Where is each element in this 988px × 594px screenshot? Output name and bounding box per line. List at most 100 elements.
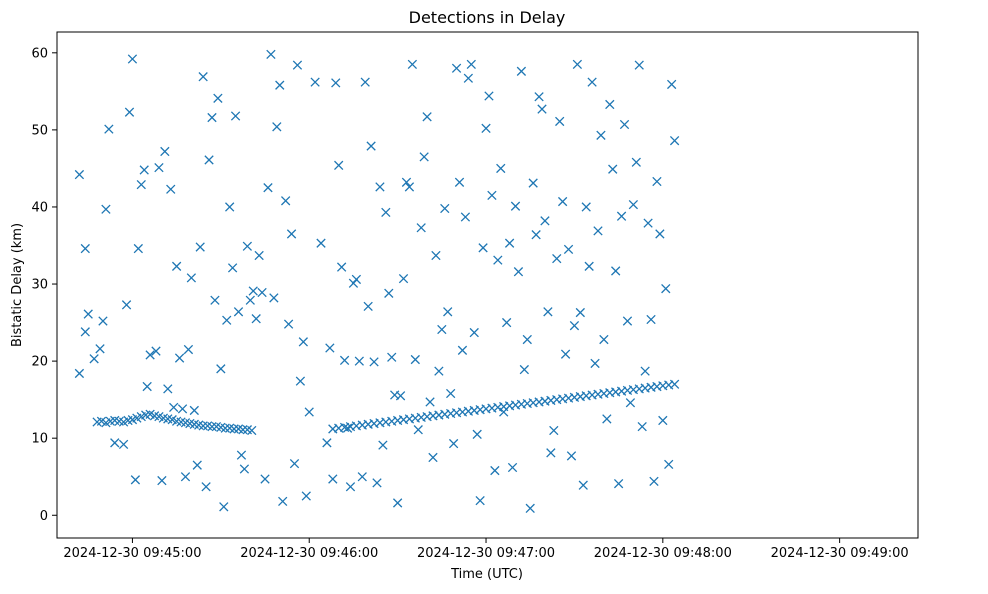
- point-scattered-130: [481, 123, 491, 134]
- point-scattered-181: [631, 157, 641, 167]
- point-scattered-146: [528, 178, 538, 188]
- point-scattered-133: [490, 465, 500, 476]
- point-scattered-17: [136, 179, 146, 190]
- point-scattered-18: [139, 165, 149, 175]
- point-scattered-171: [602, 414, 612, 424]
- point-scattered-169: [596, 130, 606, 140]
- point-scattered-126: [469, 327, 479, 338]
- point-scattered-3: [80, 327, 90, 337]
- point-scattered-156: [557, 196, 568, 207]
- axes-frame: [56, 31, 919, 539]
- point-scattered-33: [186, 273, 197, 283]
- y-tick-label-0: 0: [40, 509, 48, 524]
- point-scattered-121: [454, 177, 465, 187]
- point-scattered-56: [254, 250, 264, 261]
- point-scattered-155: [555, 116, 565, 127]
- point-scattered-71: [298, 337, 308, 347]
- point-scattered-38: [201, 482, 211, 492]
- point-scattered-182: [634, 60, 644, 70]
- point-scattered-187: [649, 476, 659, 487]
- point-scattered-91: [366, 141, 376, 151]
- point-scattered-103: [401, 177, 412, 187]
- point-scattered-113: [431, 250, 441, 261]
- point-scattered-69: [292, 60, 303, 70]
- point-scattered-92: [369, 357, 379, 367]
- point-scattered-161: [572, 59, 583, 70]
- point-scattered-68: [289, 458, 300, 469]
- point-scattered-143: [519, 364, 529, 375]
- point-scattered-77: [325, 343, 335, 353]
- point-scattered-4: [83, 309, 93, 319]
- point-scattered-37: [198, 72, 208, 82]
- point-scattered-63: [275, 80, 285, 90]
- y-tick-label-2: 20: [31, 355, 48, 370]
- point-scattered-25: [163, 384, 173, 394]
- point-scattered-109: [419, 152, 429, 162]
- data-marks: [74, 49, 680, 513]
- point-scattered-114: [434, 366, 444, 376]
- point-scattered-137: [501, 317, 512, 328]
- point-scattered-172: [605, 99, 615, 110]
- point-scattered-166: [587, 77, 597, 87]
- point-scattered-66: [283, 319, 294, 329]
- point-scattered-29: [174, 353, 185, 363]
- point-scattered-180: [628, 199, 639, 210]
- point-scattered-21: [151, 346, 161, 356]
- point-scattered-62: [272, 122, 282, 132]
- point-scattered-101: [395, 391, 406, 401]
- point-scattered-178: [622, 316, 633, 326]
- x-axis: 2024-12-30 09:45:00 2024-12-30 09:46:00 20…: [63, 538, 909, 561]
- point-scattered-105: [407, 59, 418, 70]
- point-scattered-97: [384, 288, 394, 298]
- point-scattered-168: [593, 226, 603, 236]
- point-track-2-58: [669, 379, 680, 389]
- x-tick-label-4: 2024-12-30 09:49:00: [771, 546, 909, 561]
- point-scattered-9: [104, 124, 114, 134]
- point-scattered-67: [286, 229, 297, 239]
- point-scattered-100: [392, 498, 403, 508]
- point-scattered-55: [251, 314, 261, 324]
- point-scattered-127: [472, 429, 482, 439]
- x-axis-label: Time (UTC): [450, 567, 523, 582]
- point-scattered-107: [413, 425, 423, 435]
- point-scattered-124: [463, 73, 474, 83]
- point-scattered-28: [171, 261, 182, 271]
- point-scattered-138: [504, 238, 515, 248]
- point-scattered-44: [219, 502, 229, 512]
- point-scattered-81: [336, 262, 347, 272]
- point-scattered-129: [478, 243, 488, 253]
- point-scattered-119: [448, 438, 459, 449]
- point-scattered-118: [446, 388, 456, 399]
- point-scattered-145: [525, 503, 535, 513]
- point-scattered-151: [543, 307, 553, 317]
- point-scattered-123: [460, 212, 471, 222]
- point-scattered-6: [95, 344, 105, 354]
- point-scattered-122: [457, 345, 468, 355]
- point-scattered-8: [101, 204, 111, 214]
- point-scattered-65: [280, 196, 291, 206]
- point-scattered-52: [242, 241, 253, 251]
- point-scattered-136: [499, 407, 509, 417]
- x-tick-label-2: 2024-12-30 09:47:00: [417, 546, 555, 561]
- point-scattered-13: [124, 107, 135, 117]
- point-scattered-14: [127, 54, 138, 64]
- point-scattered-108: [416, 223, 426, 233]
- point-scattered-120: [451, 63, 462, 73]
- point-scattered-144: [522, 334, 532, 345]
- point-scattered-50: [236, 450, 247, 460]
- point-scattered-115: [437, 324, 447, 335]
- point-scattered-89: [360, 77, 370, 87]
- point-scattered-53: [245, 295, 255, 305]
- point-scattered-23: [157, 475, 167, 486]
- point-scattered-20: [145, 350, 155, 360]
- point-scattered-74: [310, 77, 320, 87]
- y-tick-label-4: 40: [31, 200, 48, 215]
- point-scattered-88: [357, 472, 367, 482]
- point-scattered-94: [375, 182, 385, 192]
- point-scattered-90: [363, 301, 373, 312]
- point-scattered-95: [378, 440, 388, 450]
- chart-title: Detections in Delay: [409, 8, 566, 27]
- point-scattered-39: [204, 155, 214, 165]
- point-scattered-93: [372, 478, 382, 488]
